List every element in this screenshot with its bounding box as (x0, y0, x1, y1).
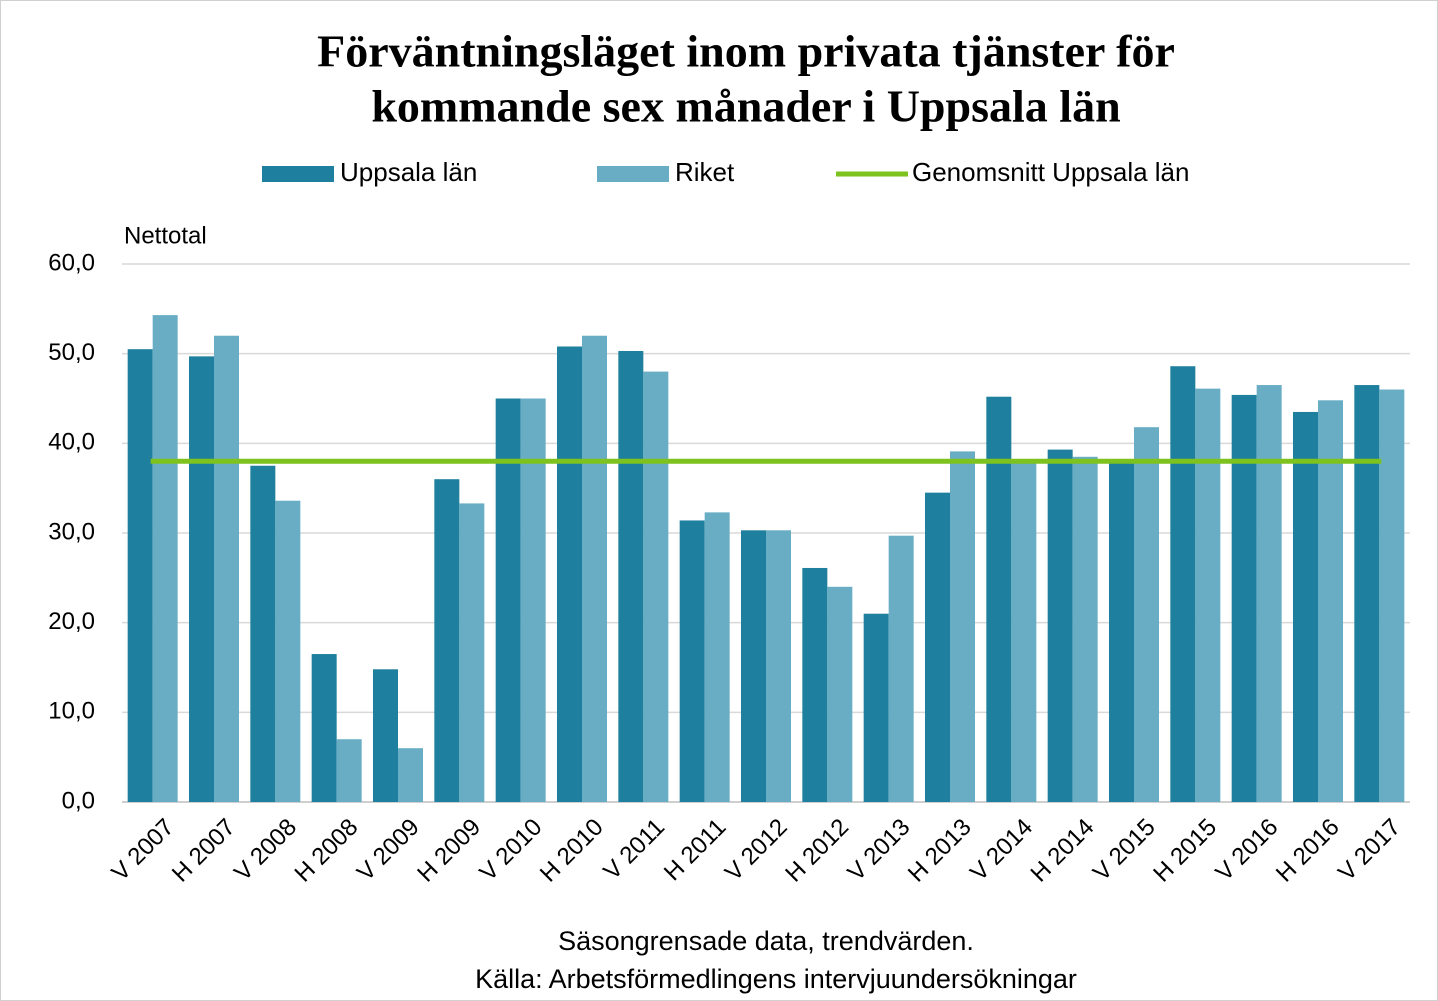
bar (336, 739, 362, 802)
bar (888, 535, 914, 802)
bar (1354, 385, 1380, 802)
bar (704, 512, 730, 802)
bar (214, 335, 239, 802)
bar (582, 335, 607, 802)
y-tick-label: 40,0 (48, 429, 95, 456)
bar (1293, 411, 1318, 802)
bar (495, 398, 521, 802)
bar (459, 503, 485, 802)
bar (950, 451, 975, 802)
chart-title: kommande sex månader i Uppsala län (371, 81, 1120, 132)
bar (1072, 456, 1098, 802)
y-tick-label: 50,0 (48, 339, 95, 366)
bar (1047, 449, 1073, 802)
bar (557, 346, 582, 802)
y-tick-label: 30,0 (48, 518, 95, 545)
y-tick-label: 0,0 (62, 787, 95, 814)
bar (1231, 394, 1257, 802)
bar (679, 520, 705, 802)
legend-swatch (597, 166, 669, 182)
bar (1195, 388, 1221, 802)
bar (766, 530, 791, 802)
legend-swatch (262, 166, 334, 182)
bar (802, 567, 828, 802)
legend-label: Riket (675, 157, 735, 187)
legend-label: Uppsala län (340, 157, 477, 187)
bar (1379, 389, 1405, 802)
bar (311, 654, 337, 802)
bar (986, 396, 1012, 802)
bar (275, 500, 301, 802)
bar (741, 530, 766, 802)
bar (1170, 366, 1196, 802)
footnote: Källa: Arbetsförmedlingens intervjuunder… (475, 964, 1077, 994)
bar (827, 586, 853, 802)
y-tick-label: 60,0 (48, 249, 95, 276)
bar (520, 398, 546, 802)
bar (863, 613, 889, 802)
footnote: Säsongrensade data, trendvärden. (558, 926, 974, 956)
bar (643, 371, 669, 802)
y-axis-label: Nettotal (124, 222, 207, 249)
bar (1318, 400, 1343, 802)
bar (1109, 461, 1134, 802)
bar (189, 356, 214, 802)
bar (434, 479, 460, 802)
y-tick-label: 20,0 (48, 608, 95, 635)
bar (373, 669, 398, 802)
bar (1256, 385, 1282, 802)
bar (925, 492, 950, 802)
bar (398, 748, 423, 802)
y-tick-label: 10,0 (48, 698, 95, 725)
bar (1134, 427, 1159, 802)
legend-label: Genomsnitt Uppsala län (912, 157, 1189, 187)
bar (618, 350, 644, 802)
bar (250, 465, 276, 802)
chart-title: Förväntningsläget inom privata tjänster … (317, 26, 1175, 77)
bar (152, 315, 178, 802)
bar (1011, 461, 1037, 802)
bar (127, 349, 153, 802)
